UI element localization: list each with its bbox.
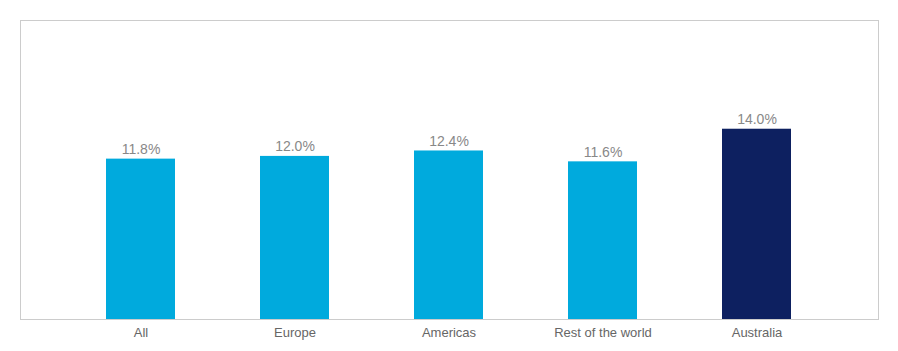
svg-text:12.4%: 12.4% xyxy=(429,133,469,149)
svg-text:Australia: Australia xyxy=(732,325,783,340)
svg-text:Americas: Americas xyxy=(422,325,477,340)
svg-text:11.8%: 11.8% xyxy=(122,141,161,157)
svg-text:Rest of the world: Rest of the world xyxy=(554,325,652,340)
svg-text:Europe: Europe xyxy=(274,325,316,340)
svg-text:14.0%: 14.0% xyxy=(737,111,777,127)
svg-text:All: All xyxy=(134,325,149,340)
svg-text:11.6%: 11.6% xyxy=(584,144,623,160)
svg-text:12.0%: 12.0% xyxy=(275,138,315,154)
